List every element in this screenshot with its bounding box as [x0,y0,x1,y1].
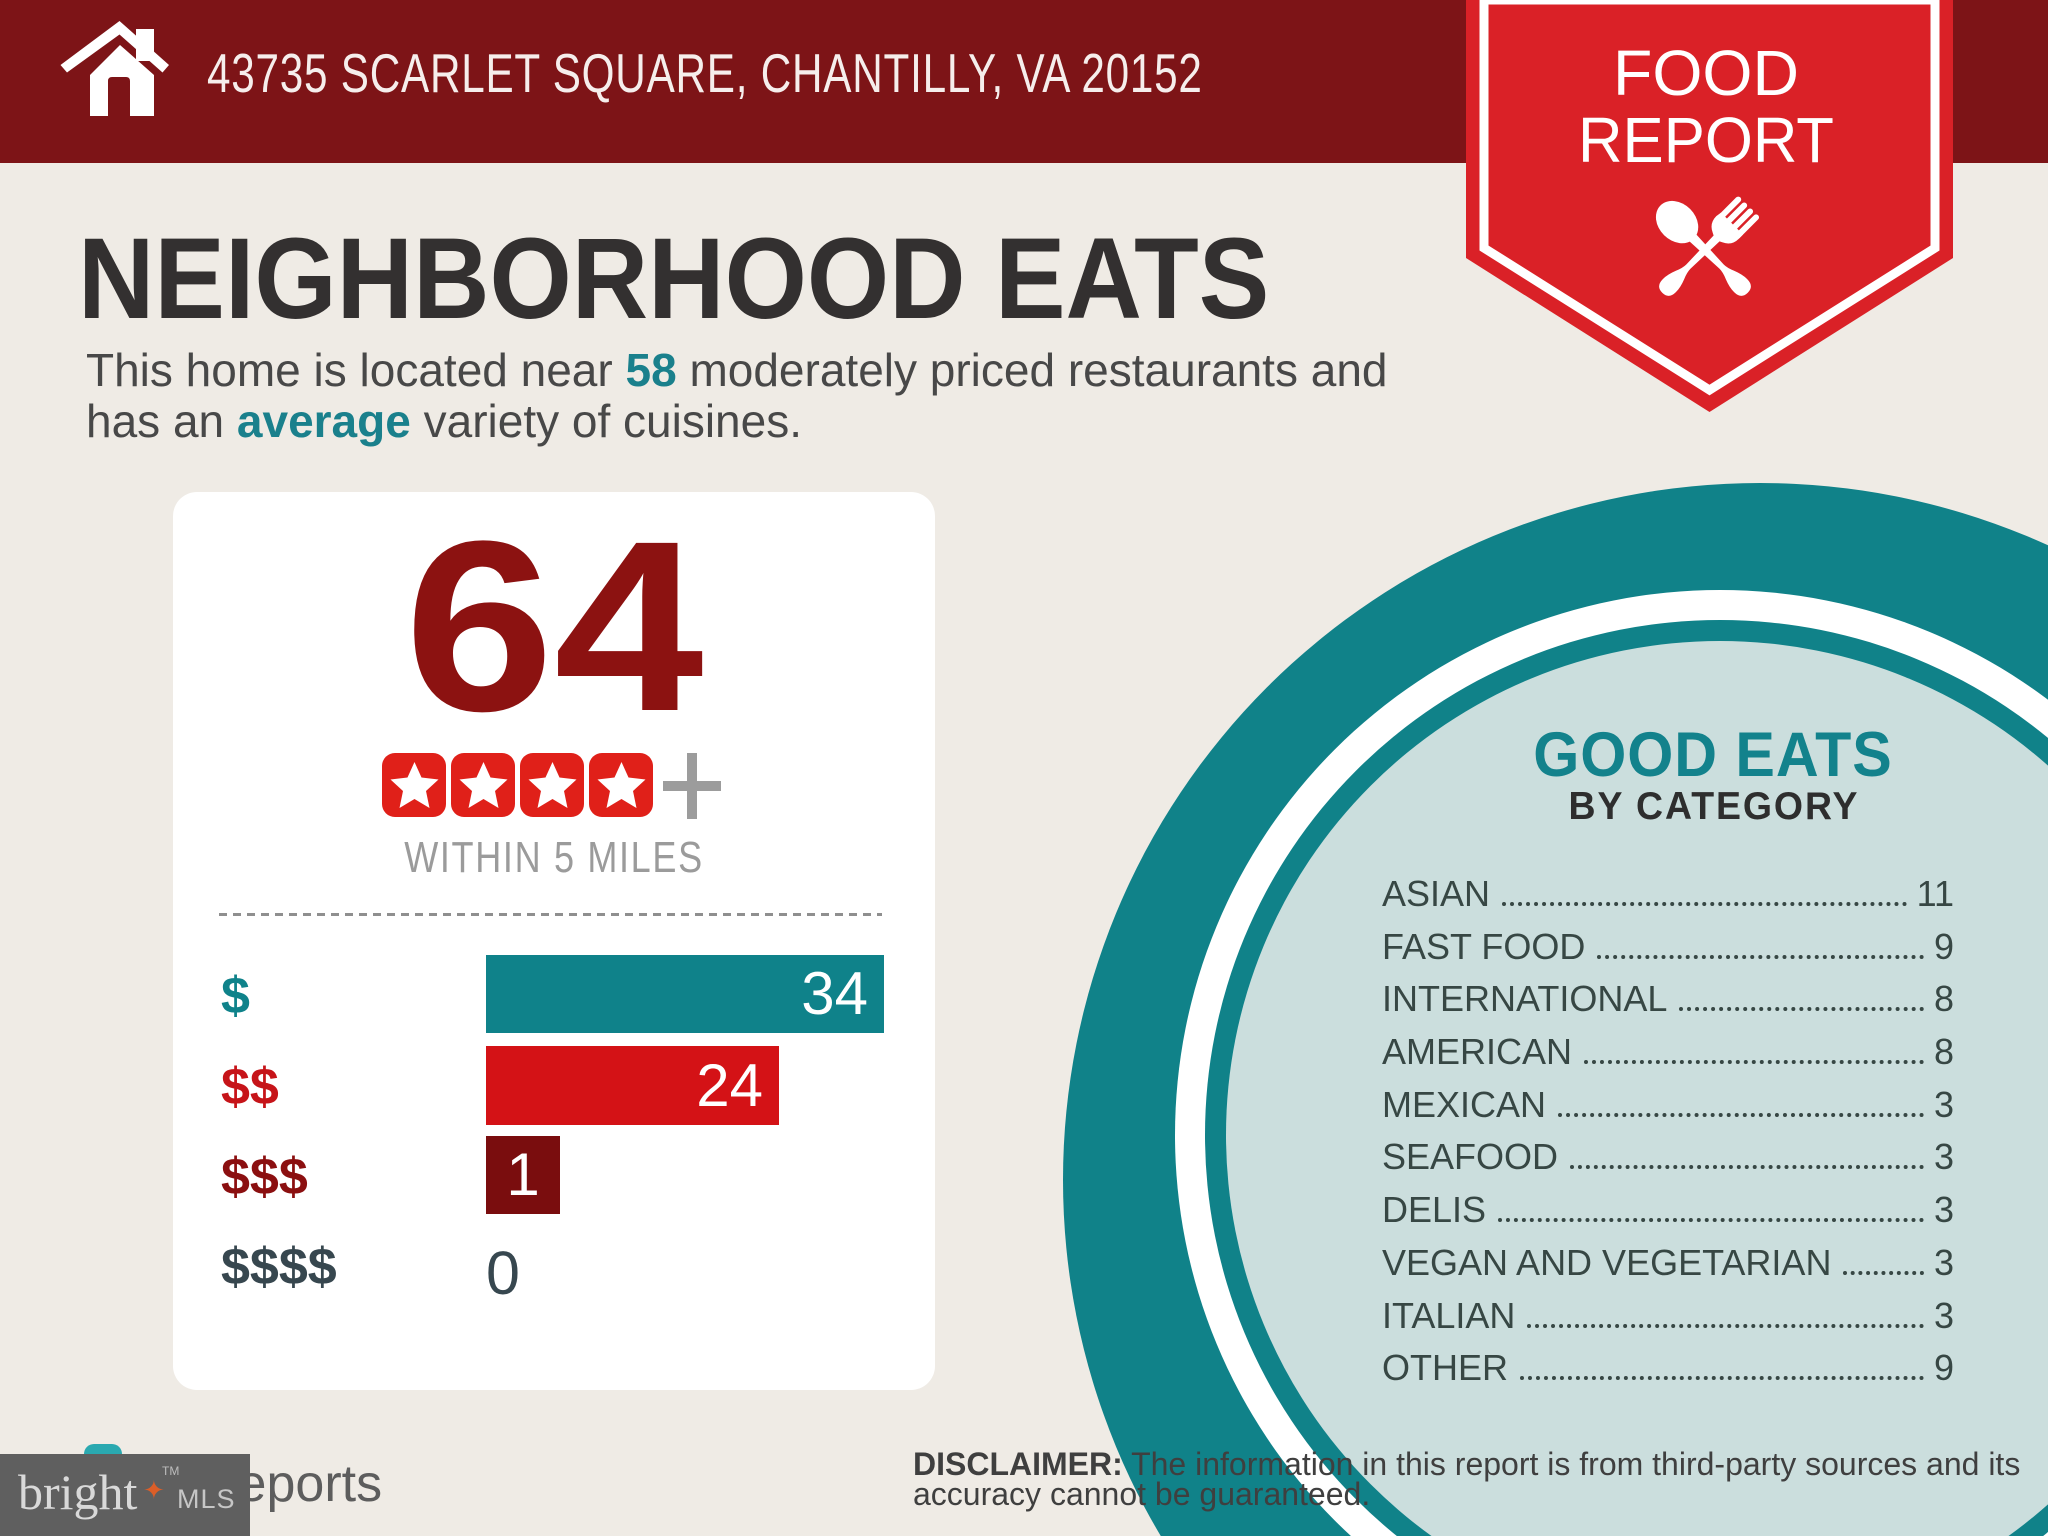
svg-text:FOOD: FOOD [1613,37,1799,109]
svg-text:REPORT: REPORT [1578,104,1834,176]
